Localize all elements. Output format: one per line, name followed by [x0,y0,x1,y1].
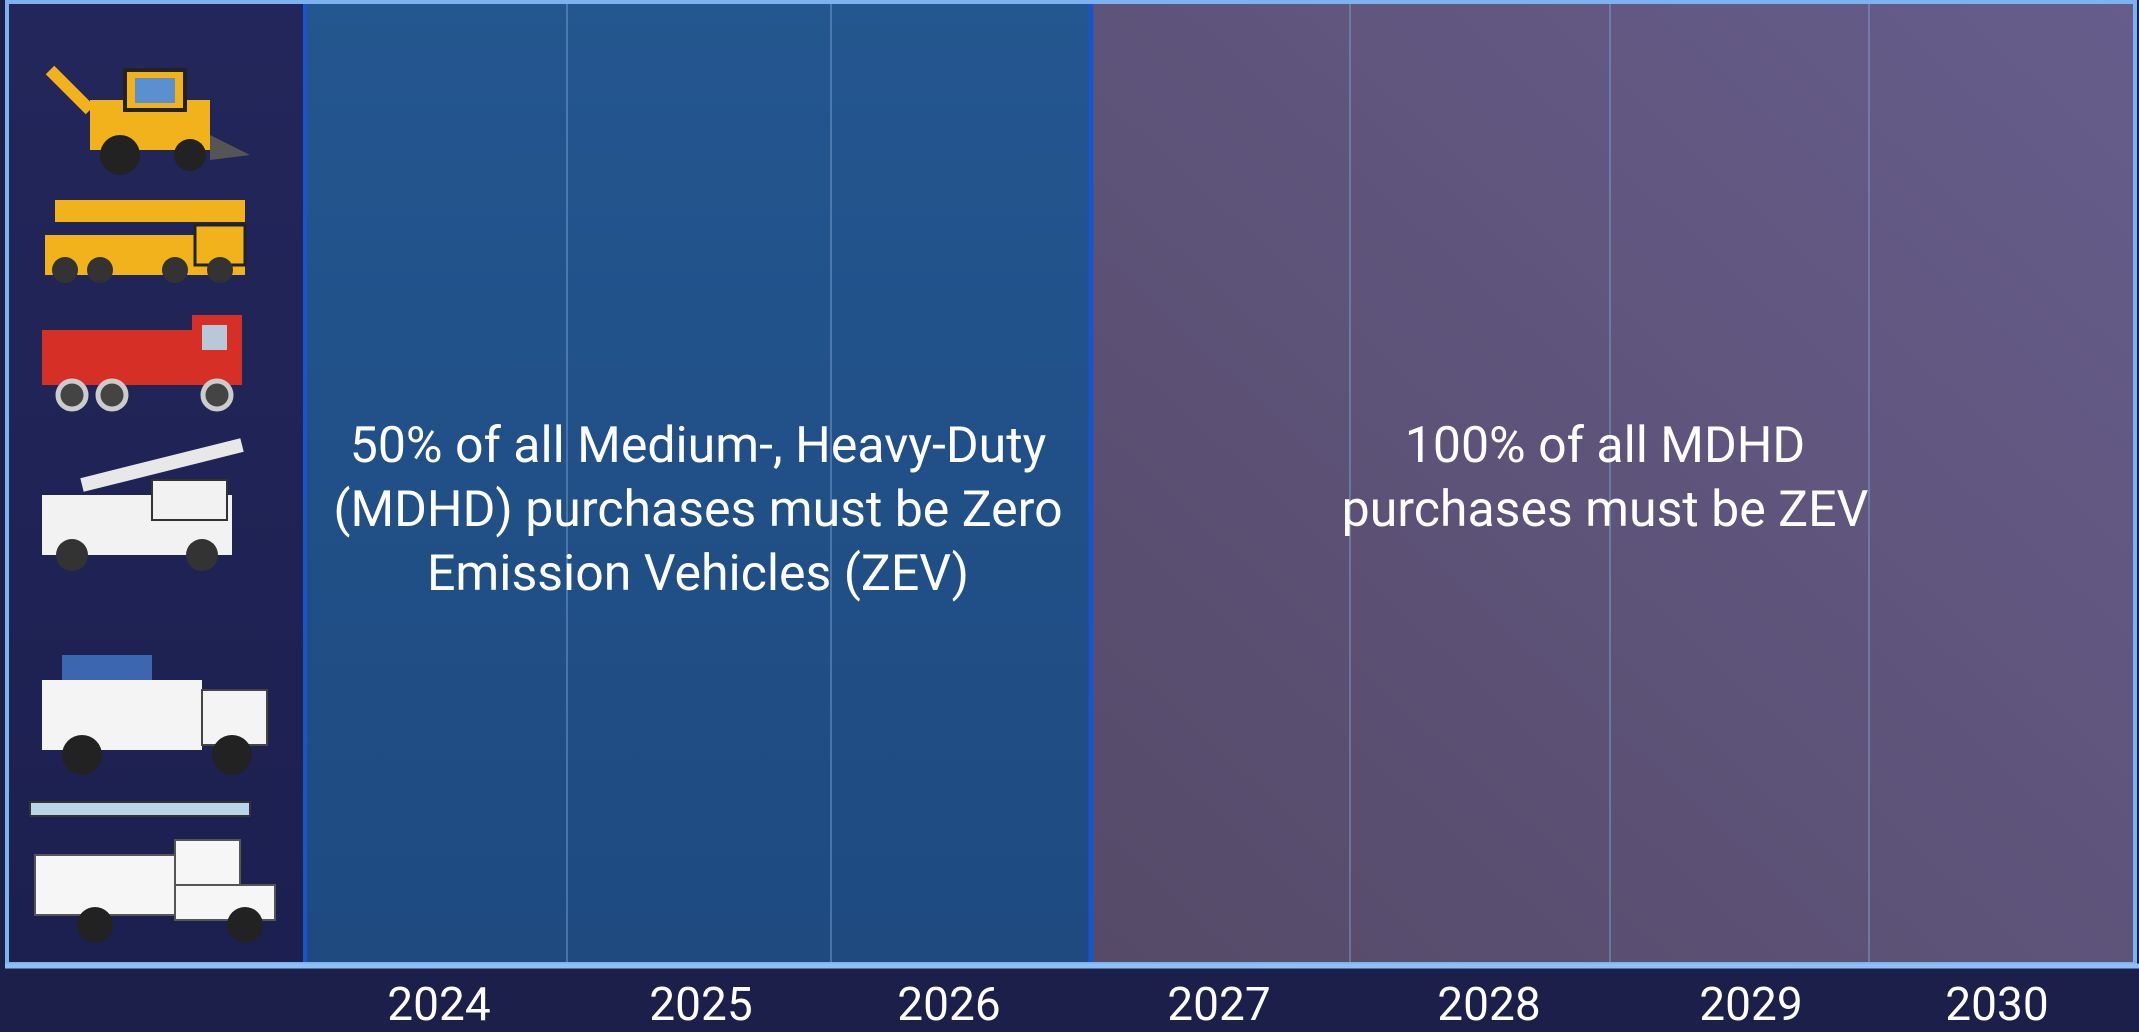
light-bar [30,802,250,816]
year-label: 2025 [601,978,801,1032]
year-label: 2026 [849,978,1049,1032]
year-label: 2024 [339,978,539,1032]
phase-text: 50% of all Medium-, Heavy-Duty (MDHD) pu… [333,414,1063,606]
phase-text: 100% of all MDHD purchases must be ZEV [1290,414,1920,542]
page: {"timeline": { "years": ["2024", "2025",… [0,0,2139,1030]
year-label: 2027 [1119,978,1319,1032]
year-label: 2030 [1897,978,2097,1032]
year-label: 2029 [1651,978,1851,1032]
year-label: 2028 [1389,978,1589,1032]
